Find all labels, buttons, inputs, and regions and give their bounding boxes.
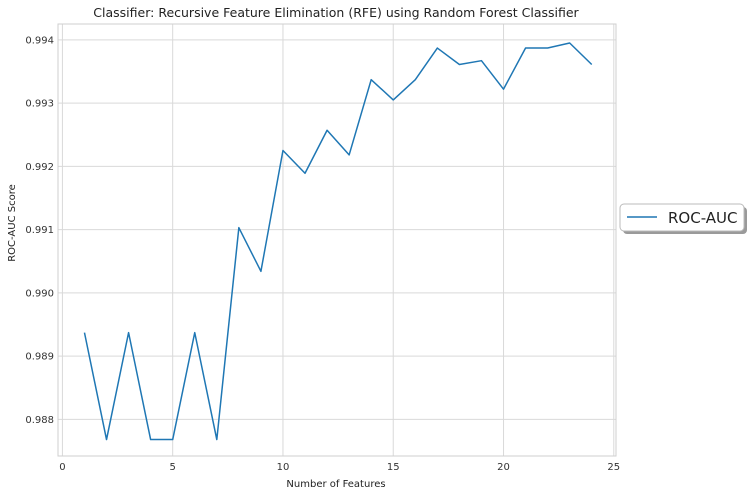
x-tick-label: 0 [59, 462, 65, 473]
x-tick-label: 20 [497, 462, 510, 473]
legend-box [619, 203, 745, 232]
y-tick-label: 0.988 [25, 415, 54, 426]
chart-title: Classifier: Recursive Feature Eliminatio… [93, 5, 579, 20]
legend-label-roc-auc: ROC-AUC [668, 209, 738, 227]
x-axis-label: Number of Features [286, 479, 385, 490]
y-axis-label: ROC-AUC Score [7, 184, 18, 262]
y-tick-label: 0.991 [25, 225, 54, 236]
x-tick-label: 25 [607, 462, 620, 473]
series-lines [83, 42, 593, 441]
x-tick-label: 15 [387, 462, 400, 473]
y-tick-label: 0.989 [25, 352, 54, 363]
grid [58, 24, 616, 456]
y-tick-label: 0.994 [25, 35, 54, 46]
y-tick-label: 0.990 [25, 288, 54, 299]
y-tick-label: 0.993 [25, 99, 54, 110]
x-tick-label: 5 [170, 462, 176, 473]
x-tick-label: 10 [277, 462, 290, 473]
plot-area-frame [57, 23, 617, 457]
series-line-roc-auc [83, 42, 593, 441]
x-axis-ticks: 0 5 10 15 20 25 [59, 462, 620, 473]
y-tick-label: 0.992 [25, 162, 54, 173]
y-axis-ticks: 0.988 0.989 0.990 0.991 0.992 0.993 0.994 [25, 35, 54, 426]
legend: ROC-AUC [619, 203, 747, 234]
